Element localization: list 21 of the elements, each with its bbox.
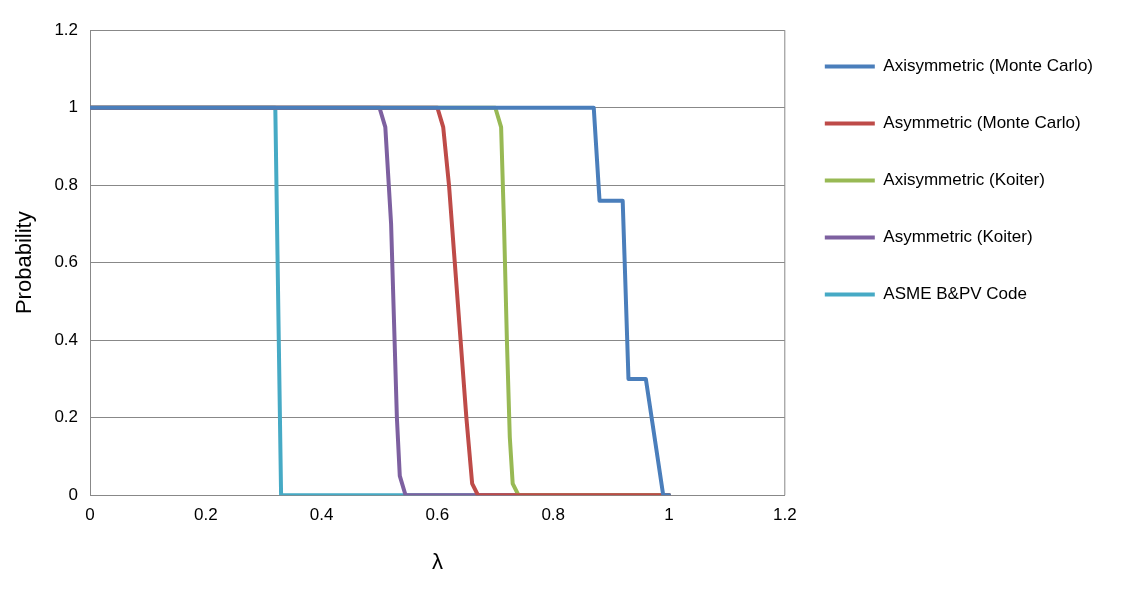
y-tick-label: 0.8 <box>54 174 79 194</box>
x-tick-label: 0.2 <box>194 505 218 525</box>
y-tick-label: 0 <box>68 484 79 504</box>
y-tick-label: 1.2 <box>54 19 79 39</box>
legend-label: Axisymmetric (Monte Carlo) <box>883 56 1094 76</box>
y-tick-label: 0.2 <box>54 407 79 427</box>
legend-label: Asymmetric (Monte Carlo) <box>883 113 1081 133</box>
x-tick-label: 0.8 <box>541 505 566 525</box>
x-tick-label: 0.6 <box>425 505 450 525</box>
x-tick-label: 1.2 <box>772 505 797 525</box>
y-tick-label: 0.4 <box>54 329 79 349</box>
legend-label: Asymmetric (Koiter) <box>883 227 1033 247</box>
y-tick-label: 1 <box>68 97 79 117</box>
legend-label: ASME B&PV Code <box>883 284 1027 304</box>
y-tick-label: 0.6 <box>54 252 79 272</box>
y-axis-title: Probability <box>11 211 37 315</box>
legend-label: Axisymmetric (Koiter) <box>883 170 1045 190</box>
x-axis-title: λ <box>431 548 443 574</box>
x-tick-label: 0 <box>85 505 95 525</box>
x-tick-label: 1 <box>664 505 674 525</box>
x-tick-label: 0.4 <box>309 505 334 525</box>
